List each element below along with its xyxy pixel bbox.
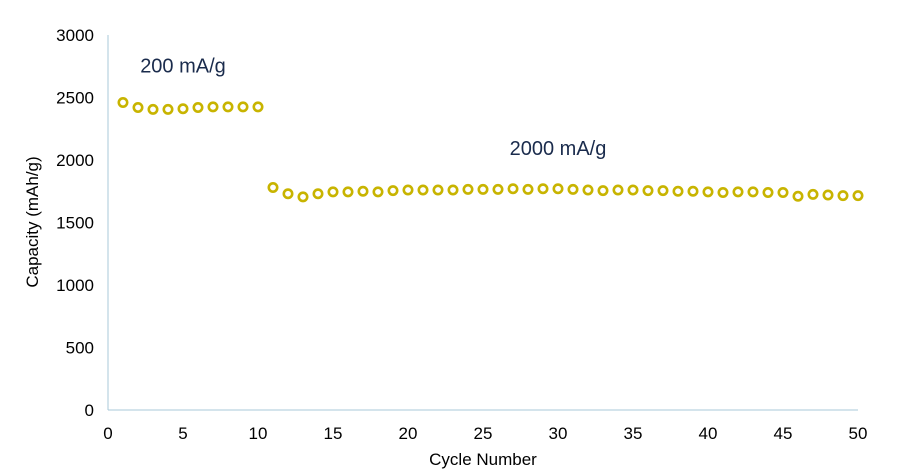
data-point	[237, 101, 249, 113]
data-point	[567, 183, 579, 195]
x-tick-label: 50	[849, 424, 868, 443]
data-point	[432, 184, 444, 196]
data-point	[552, 183, 564, 195]
data-point	[837, 190, 849, 202]
rate-annotation: 2000 mA/g	[510, 138, 607, 160]
data-point	[207, 101, 219, 113]
x-tick-label: 35	[624, 424, 643, 443]
data-point	[387, 185, 399, 197]
data-point	[747, 186, 759, 198]
y-axis-title: Capacity (mAh/g)	[23, 156, 42, 287]
data-point	[852, 190, 864, 202]
x-tick-label: 30	[549, 424, 568, 443]
x-tick-label: 45	[774, 424, 793, 443]
rate-annotation: 200 mA/g	[140, 56, 226, 78]
y-tick-label: 0	[85, 401, 94, 420]
data-point	[177, 103, 189, 115]
data-point	[417, 184, 429, 196]
data-point	[702, 186, 714, 198]
data-point	[537, 183, 549, 195]
x-tick-label: 10	[249, 424, 268, 443]
data-point	[252, 101, 264, 113]
y-tick-label: 1000	[56, 276, 94, 295]
data-point	[597, 185, 609, 197]
y-tick-label: 500	[66, 339, 94, 358]
x-tick-label: 25	[474, 424, 493, 443]
data-point	[342, 186, 354, 198]
x-tick-label: 5	[178, 424, 187, 443]
data-point	[222, 101, 234, 113]
data-point	[282, 188, 294, 200]
x-axis-title: Cycle Number	[429, 450, 537, 469]
data-point	[117, 97, 129, 109]
x-tick-label: 40	[699, 424, 718, 443]
x-tick-label: 0	[103, 424, 112, 443]
data-point	[657, 185, 669, 197]
data-point	[132, 102, 144, 114]
data-points	[117, 97, 864, 203]
data-point	[492, 183, 504, 195]
data-point	[267, 182, 279, 194]
data-point	[732, 186, 744, 198]
data-point	[642, 185, 654, 197]
data-point	[372, 186, 384, 198]
data-point	[447, 184, 459, 196]
data-point	[687, 185, 699, 197]
data-point	[327, 186, 339, 198]
y-tick-label: 1500	[56, 214, 94, 233]
data-point	[807, 188, 819, 200]
data-point	[357, 185, 369, 197]
annotations: 200 mA/g 2000 mA/g	[140, 56, 606, 161]
data-point	[462, 183, 474, 195]
data-point	[627, 184, 639, 196]
data-point	[582, 184, 594, 196]
y-tick-label: 2000	[56, 151, 94, 170]
x-tick-label: 20	[399, 424, 418, 443]
data-point	[507, 183, 519, 195]
y-tick-label: 2500	[56, 89, 94, 108]
x-tick-labels: 0 5 10 15 20 25 30 35 40 45 50	[103, 424, 867, 443]
data-point	[792, 190, 804, 202]
x-tick-label: 15	[324, 424, 343, 443]
data-point	[192, 102, 204, 114]
data-point	[672, 185, 684, 197]
data-point	[777, 187, 789, 199]
data-point	[402, 184, 414, 196]
data-point	[147, 103, 159, 115]
data-point	[822, 189, 834, 201]
data-point	[162, 103, 174, 115]
data-point	[522, 183, 534, 195]
y-tick-labels: 0 500 1000 1500 2000 2500 3000	[56, 26, 94, 420]
data-point	[312, 188, 324, 200]
data-point	[297, 191, 309, 203]
data-point	[762, 187, 774, 199]
data-point	[612, 184, 624, 196]
axes	[107, 35, 858, 411]
data-point	[717, 187, 729, 199]
data-point	[477, 183, 489, 195]
y-tick-label: 3000	[56, 26, 94, 45]
